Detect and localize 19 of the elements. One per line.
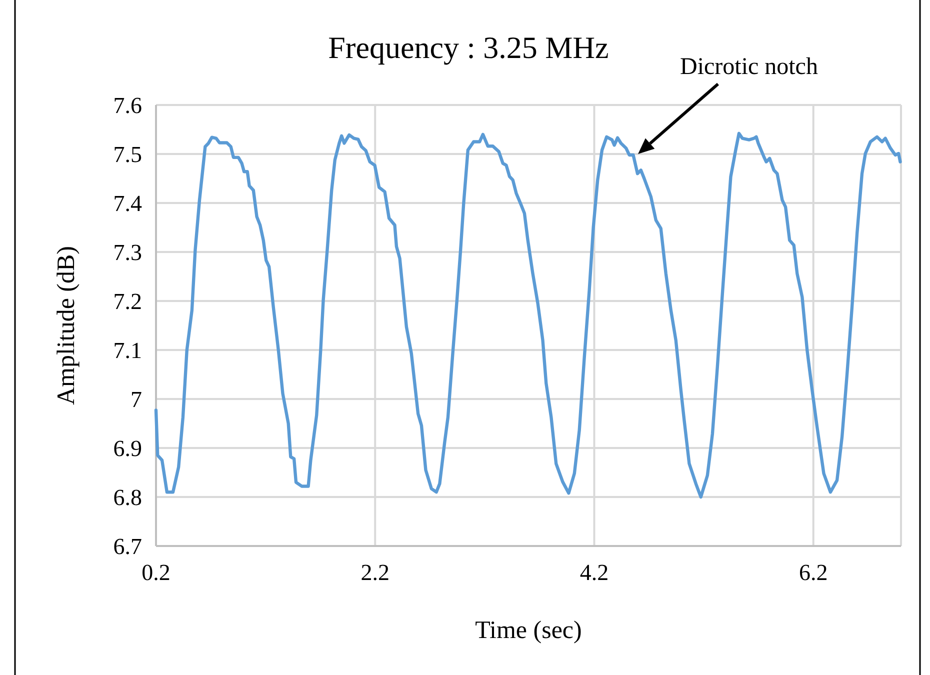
chart-title: Frequency : 3.25 MHz bbox=[328, 30, 609, 65]
x-tick-label: 2.2 bbox=[360, 560, 390, 585]
y-tick-label: 6.8 bbox=[113, 485, 142, 510]
y-tick-label: 7 bbox=[130, 387, 142, 412]
y-tick-label: 6.9 bbox=[113, 436, 142, 462]
y-tick-label: 7.3 bbox=[113, 240, 142, 266]
y-tick-label: 7.1 bbox=[113, 338, 142, 364]
y-tick-label: 7.5 bbox=[113, 142, 142, 168]
text: Dicrotic notch bbox=[680, 54, 818, 80]
x-tick-label: 6.2 bbox=[798, 560, 828, 585]
y-axis-title: Amplitude (dB) bbox=[53, 246, 80, 406]
y-tick-label: 6.7 bbox=[113, 534, 142, 560]
y-tick-label: 7.2 bbox=[113, 289, 142, 314]
x-tick-label: 0.2 bbox=[142, 560, 170, 585]
y-tick-label: 7.6 bbox=[113, 93, 142, 118]
x-tick-label: 4.2 bbox=[580, 560, 609, 585]
line-series bbox=[154, 132, 902, 499]
x-axis-title: Time (sec) bbox=[475, 617, 582, 644]
y-tick-label: 7.4 bbox=[113, 191, 142, 216]
